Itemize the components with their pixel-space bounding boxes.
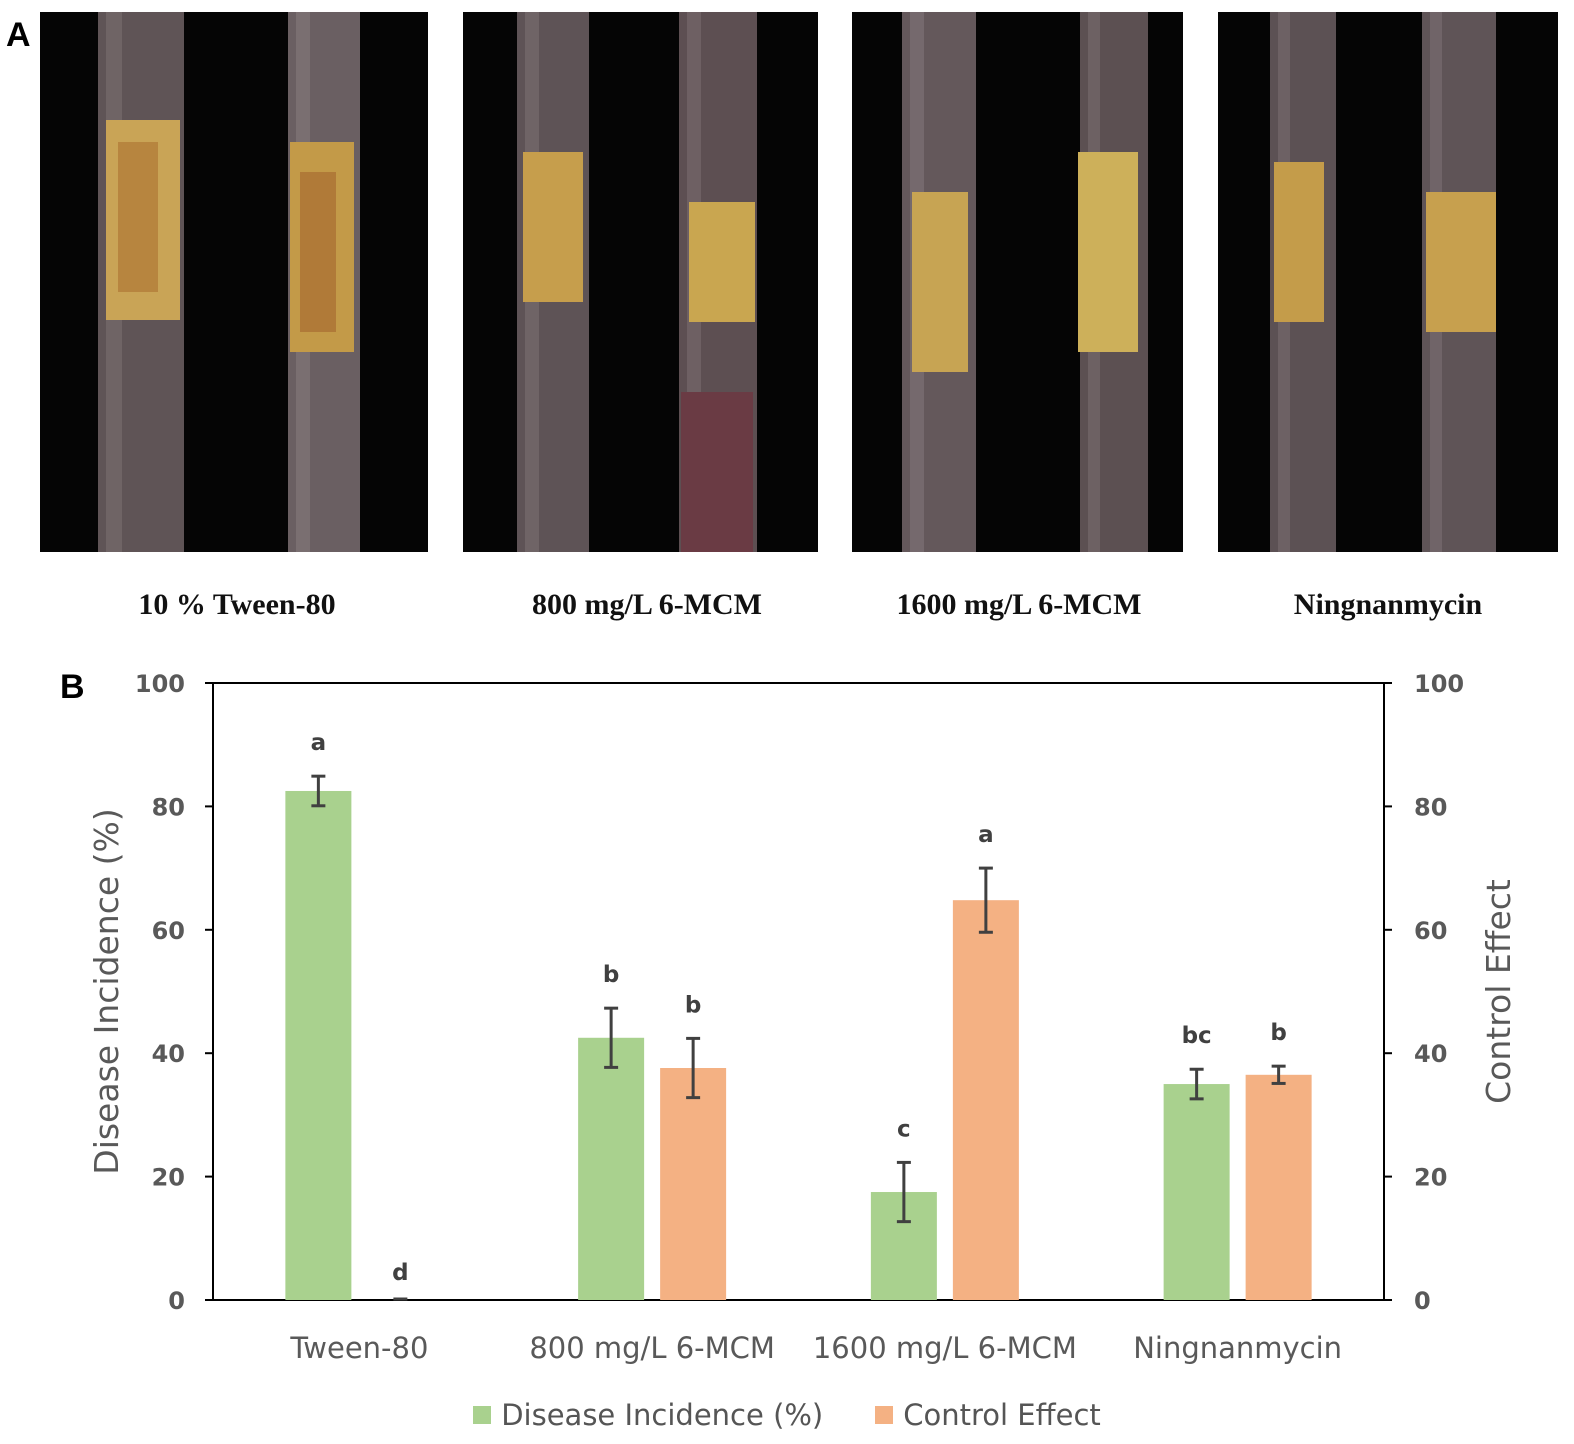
y-axis-title-left: Disease Incidence (%) [87,808,126,1174]
y-tick-label-right: 80 [1414,793,1447,821]
significance-letter: a [978,822,994,848]
y-tick-label-right: 20 [1414,1164,1447,1192]
y-tick-label-right: 0 [1414,1287,1431,1315]
photo-label-1600-6mcm: 1600 mg/L 6-MCM [896,588,1142,621]
significance-letter: a [311,730,327,756]
bar-control-effect [1245,1074,1312,1300]
x-tick-label: Tween-80 [289,1331,428,1365]
x-tick-label: 800 mg/L 6-MCM [529,1331,775,1365]
significance-letter: d [392,1260,408,1286]
bar-disease-incidence [578,1037,645,1300]
legend-label-control: Control Effect [903,1398,1101,1432]
y-tick-label-left: 20 [152,1164,185,1192]
legend-item-control: Control Effect [875,1398,1101,1432]
bar-disease-incidence [1163,1084,1230,1300]
x-tick-label: 1600 mg/L 6-MCM [813,1331,1077,1365]
y-tick-label-left: 100 [135,670,185,698]
chart-legend: Disease Incidence (%) Control Effect [0,1398,1574,1432]
photo-tween80 [40,12,428,552]
significance-letter: b [603,962,619,988]
y-tick-label-right: 60 [1414,917,1447,945]
x-tick-label: Ningnanmycin [1133,1331,1342,1365]
y-tick-label-left: 80 [152,793,185,821]
photo-label-800-6mcm: 800 mg/L 6-MCM [532,588,762,621]
legend-swatch-disease [473,1406,492,1424]
legend-label-disease: Disease Incidence (%) [501,1398,824,1432]
significance-letter: c [897,1116,911,1142]
y-tick-label-left: 40 [152,1040,185,1068]
y-tick-label-left: 60 [152,917,185,945]
photo-ningnanmycin [1218,12,1558,552]
bar-chart: 0 0 20 20 40 40 60 60 80 80 100 100 Disease Incidenc… [87,670,1518,1365]
significance-letter: b [1270,1020,1286,1046]
panel-a-letter: A [6,16,31,54]
panel-b-letter: B [60,668,85,706]
photo-1600-6mcm [852,12,1183,552]
significance-letter: bc [1182,1023,1212,1049]
bar-control-effect [952,900,1019,1300]
legend-swatch-control [875,1406,894,1424]
significance-letter: b [685,992,701,1018]
plot-frame [212,682,1385,1301]
y-tick-label-right: 40 [1414,1040,1447,1068]
photo-label-tween80: 10 % Tween-80 [138,588,336,621]
photo-800-6mcm [463,12,818,552]
bar-disease-incidence [285,790,352,1300]
legend-item-disease: Disease Incidence (%) [473,1398,823,1432]
y-tick-label-left: 0 [168,1287,185,1315]
y-tick-label-right: 100 [1414,670,1464,698]
photo-label-ningnanmycin: Ningnanmycin [1293,588,1483,621]
y-axis-title-right: Control Effect [1479,879,1518,1104]
bar-control-effect [660,1068,727,1300]
